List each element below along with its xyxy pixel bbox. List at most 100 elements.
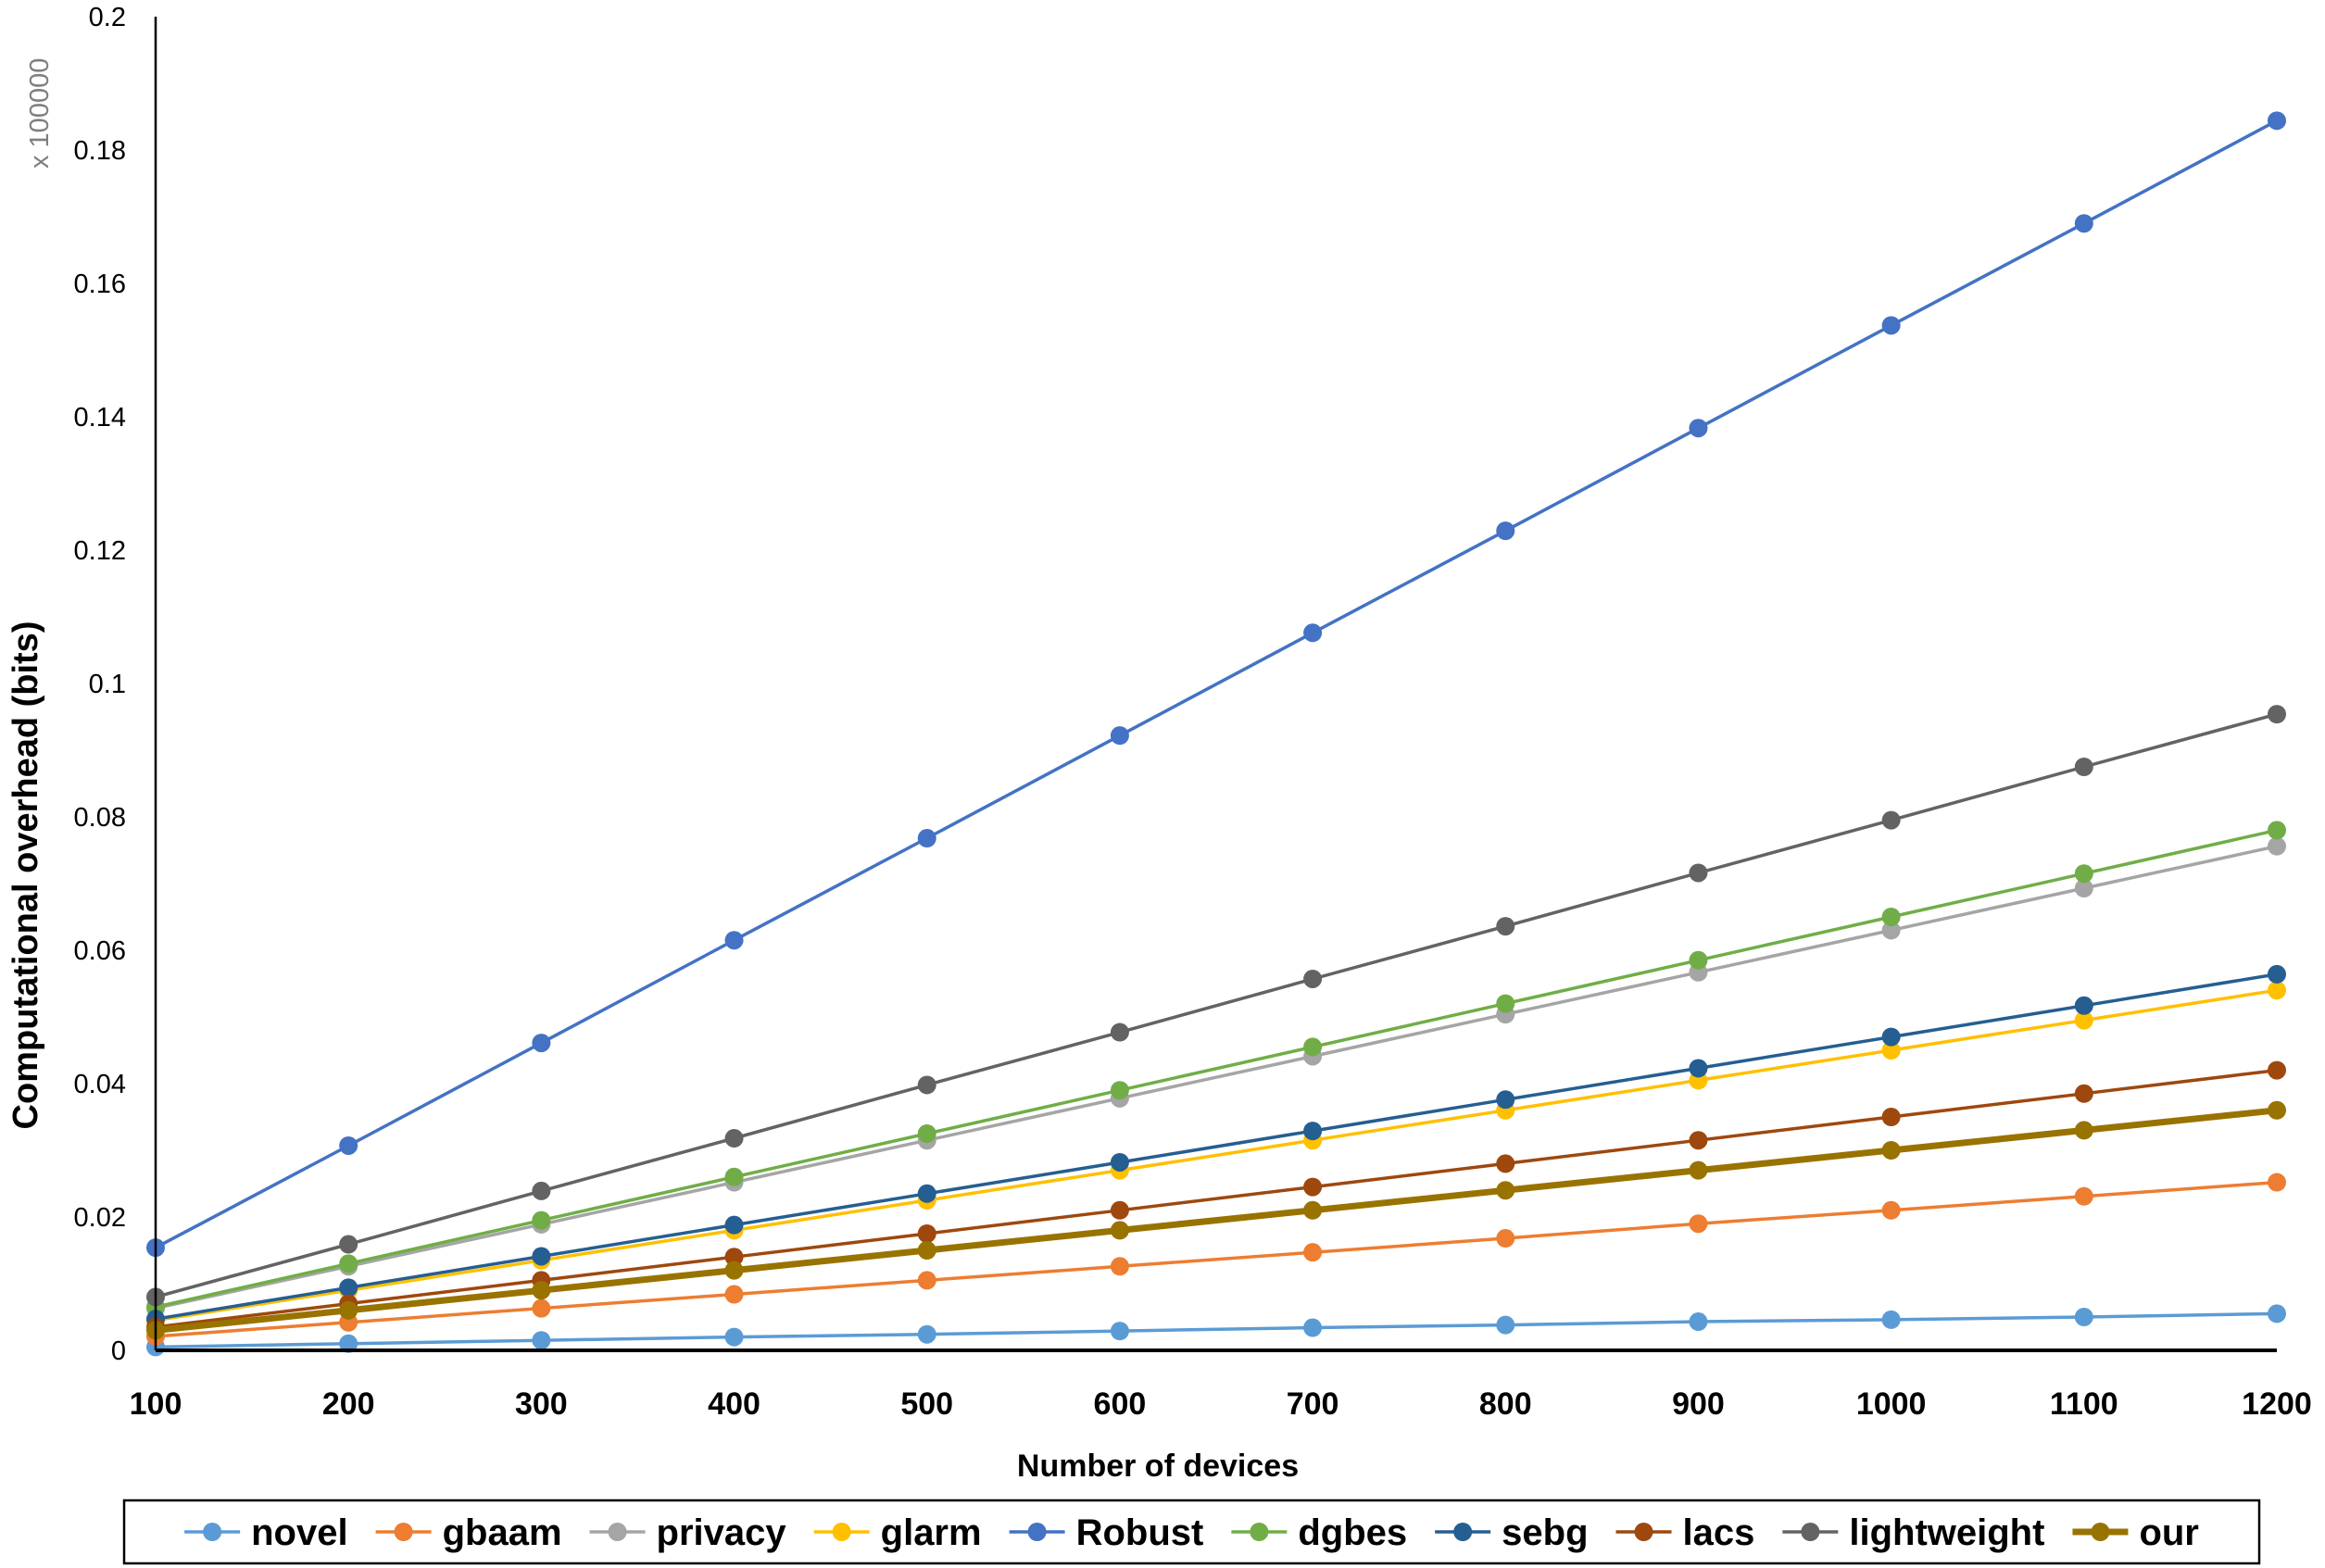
legend-swatch-marker (394, 1523, 413, 1541)
data-point-robust (917, 829, 936, 848)
legend-box (122, 1499, 2261, 1565)
data-point-gbaam (1303, 1243, 1323, 1262)
data-point-lacs (2268, 1060, 2286, 1080)
data-point-our (2268, 1100, 2286, 1120)
series-line-sebg (155, 972, 2278, 1321)
data-point-dgbes (1110, 1081, 1129, 1100)
legend-swatch-marker (1453, 1523, 1473, 1541)
data-point-lacs (1689, 1131, 1708, 1150)
data-point-lacs (2074, 1084, 2093, 1103)
data-point-lacs (1110, 1200, 1129, 1220)
data-point-gbaam (1689, 1214, 1708, 1234)
x-tick-label: 800 (1479, 1386, 1532, 1422)
legend-item-our: our (2072, 1512, 2199, 1553)
legend-label: gbaam (443, 1512, 562, 1553)
data-point-robust (1689, 419, 1708, 438)
y-tick-label: 0.12 (74, 536, 126, 566)
data-point-robust (2268, 111, 2286, 131)
data-point-robust (339, 1135, 358, 1155)
data-point-novel (724, 1327, 744, 1347)
data-point-sebg (1881, 1027, 1901, 1047)
data-point-glarm (2074, 1010, 2093, 1030)
y-tick-label: 0.02 (74, 1203, 126, 1233)
data-point-our (917, 1241, 936, 1260)
x-tick-label: 600 (1094, 1386, 1147, 1422)
data-point-novel (2074, 1308, 2093, 1326)
data-point-robust (532, 1034, 551, 1053)
data-point-glarm (2268, 981, 2286, 1000)
legend-swatch-marker (608, 1523, 627, 1541)
x-axis-title: Number of devices (1017, 1449, 1299, 1484)
data-point-novel (917, 1324, 936, 1344)
data-point-sebg (917, 1184, 936, 1203)
data-point-robust (1303, 623, 1323, 643)
x-tick-label: 300 (515, 1386, 568, 1422)
legend-swatch-marker (1250, 1523, 1269, 1541)
x-tick-label: 1000 (1856, 1386, 1927, 1422)
data-point-sebg (724, 1215, 744, 1235)
data-point-lightweight (1110, 1022, 1129, 1042)
legend-item-privacy: privacy (589, 1512, 786, 1553)
data-point-lightweight (1496, 917, 1515, 936)
legend-label: our (2139, 1512, 2198, 1553)
series-line-our (155, 1107, 2278, 1334)
legend-label: glarm (881, 1512, 982, 1553)
x-tick-label: 400 (708, 1386, 760, 1422)
data-point-dgbes (532, 1210, 551, 1230)
series-line-lightweight (155, 712, 2278, 1299)
legend-label: Robust (1076, 1512, 1204, 1553)
data-point-our (1496, 1181, 1515, 1200)
data-point-robust (724, 931, 744, 950)
data-point-sebg (1110, 1152, 1129, 1172)
data-point-sebg (532, 1247, 551, 1266)
data-point-gbaam (1110, 1257, 1129, 1276)
data-point-lacs (1881, 1108, 1901, 1126)
data-point-novel (339, 1334, 358, 1353)
data-point-lightweight (1881, 810, 1901, 830)
legend-swatch-marker (203, 1523, 222, 1541)
data-point-dgbes (1689, 950, 1708, 970)
series-line-gbaam (155, 1180, 2278, 1338)
y-tick-label: 0.2 (89, 3, 126, 32)
x-axis-ticks: 100 200 300 400 500 600 700 800 900 1000 1100 1200 (130, 1386, 2312, 1422)
legend: novel gbaam privacy glarm Robust dgbes sebg lac… (122, 1499, 2261, 1565)
y-tick-label: 0.06 (74, 936, 126, 966)
data-point-dgbes (1881, 908, 1901, 926)
data-point-lightweight (2074, 758, 2093, 776)
data-point-robust (1110, 726, 1129, 746)
series-line-glarm (155, 988, 2278, 1323)
legend-item-lacs: lacs (1615, 1512, 1755, 1553)
data-point-lightweight (724, 1129, 744, 1148)
data-point-novel (1689, 1312, 1708, 1332)
y-axis-unit-label: x 100000 (25, 58, 55, 169)
series-dgbes (146, 821, 2286, 1317)
series-robust (146, 111, 2286, 1258)
data-point-dgbes (917, 1124, 936, 1143)
y-tick-label: 0 (111, 1336, 126, 1366)
legend-item-robust: Robust (1009, 1512, 1204, 1553)
legend-label: dgbes (1298, 1512, 1407, 1553)
data-point-gbaam (724, 1285, 744, 1304)
data-point-robust (1881, 316, 1901, 335)
legend-label: lacs (1683, 1512, 1755, 1553)
series-our (146, 1100, 2286, 1340)
data-point-sebg (2074, 996, 2093, 1015)
x-tick-label: 700 (1287, 1386, 1339, 1422)
data-point-dgbes (724, 1167, 744, 1186)
legend-label: lightweight (1849, 1512, 2044, 1553)
data-point-our (1303, 1200, 1323, 1220)
legend-item-novel: novel (184, 1512, 348, 1553)
data-point-our (1110, 1221, 1129, 1240)
y-tick-label: 0.04 (74, 1070, 126, 1099)
data-point-gbaam (2268, 1173, 2286, 1192)
data-point-gbaam (532, 1298, 551, 1318)
data-point-sebg (1496, 1090, 1515, 1110)
x-tick-label: 900 (1672, 1386, 1725, 1422)
data-point-gbaam (917, 1271, 936, 1290)
data-point-lightweight (1303, 969, 1323, 988)
data-point-privacy (2268, 836, 2286, 856)
data-point-lightweight (1689, 863, 1708, 883)
data-point-our (532, 1281, 551, 1300)
data-point-lightweight (917, 1075, 936, 1095)
